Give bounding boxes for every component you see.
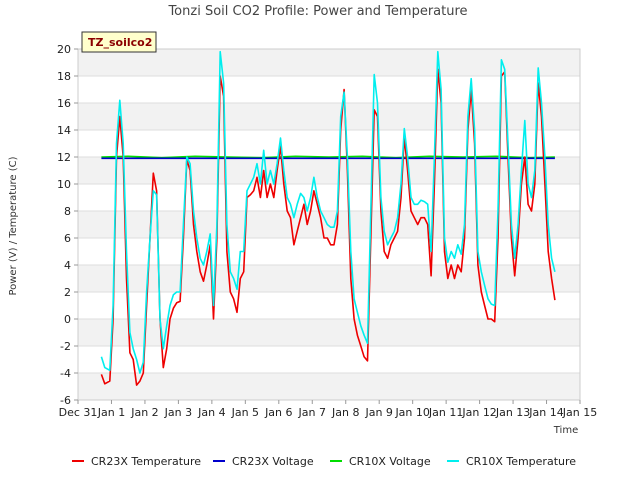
legend-label: CR23X Temperature — [91, 455, 201, 468]
plot-band — [78, 265, 580, 292]
x-tick-label: Jan 15 — [562, 406, 597, 419]
station-tag-label: TZ_soilco2 — [88, 36, 152, 49]
x-tick-label: Jan 12 — [461, 406, 496, 419]
x-tick-label: Jan 7 — [298, 406, 326, 419]
x-tick-label: Jan 9 — [364, 406, 392, 419]
y-tick-label: 14 — [57, 124, 71, 137]
y-tick-label: 2 — [64, 286, 71, 299]
series-line-cr10x-temperature — [100, 50, 556, 374]
station-tag: TZ_soilco2 — [81, 31, 157, 53]
legend-label: CR10X Voltage — [349, 455, 431, 468]
y-tick-label: 0 — [64, 313, 71, 326]
x-tick-label: Jan 11 — [428, 406, 463, 419]
x-tick-label: Jan 8 — [331, 406, 359, 419]
legend-label: CR23X Voltage — [232, 455, 314, 468]
station-tag-box — [81, 31, 157, 53]
x-tick-label: Jan 2 — [130, 406, 158, 419]
y-tick-label: 20 — [57, 43, 71, 56]
legend: CR23X Temperature CR23X Voltage CR10X Volt… — [72, 455, 576, 468]
y-tick-label: -6 — [60, 394, 71, 407]
y-tick-label: 12 — [57, 151, 71, 164]
series-line-cr23x-temperature — [100, 68, 556, 386]
x-tick-label: Jan 13 — [495, 406, 530, 419]
plot-area — [77, 48, 581, 401]
series-layer — [100, 50, 556, 386]
plot-band — [78, 319, 580, 346]
plot-band — [78, 292, 580, 319]
x-axis-label: Time — [553, 425, 578, 436]
y-tick-label: 4 — [64, 259, 71, 272]
plot-band — [78, 130, 580, 157]
x-tick-label: Jan 10 — [394, 406, 429, 419]
y-tick-label: 8 — [64, 205, 71, 218]
y-axis: -6 -4 -2 0 2 4 6 8 10 12 14 16 18 20 — [57, 43, 78, 407]
x-axis: Dec 31 Jan 1 Jan 2 Jan 3 Jan 4 Jan 5 Jan 6 Jan … — [59, 400, 597, 419]
series-line-cr10x-voltage — [101, 155, 555, 159]
y-axis-label: Power (V) / Temperature (C) — [8, 156, 19, 295]
y-tick-label: 10 — [57, 178, 71, 191]
x-tick-label: Jan 3 — [164, 406, 192, 419]
plot-band — [78, 346, 580, 373]
plot-band — [78, 157, 580, 184]
chart-title: Tonzi Soil CO2 Profile: Power and Temper… — [167, 4, 467, 19]
x-tick-label: Jan 14 — [528, 406, 563, 419]
x-tick-label: Jan 6 — [264, 406, 292, 419]
x-tick-label: Jan 1 — [97, 406, 125, 419]
x-tick-label: Jan 4 — [197, 406, 225, 419]
x-tick-label: Dec 31 — [59, 406, 98, 419]
y-tick-label: 16 — [57, 97, 71, 110]
plot-band — [78, 49, 580, 76]
plot-band — [78, 103, 580, 130]
x-tick-label: Jan 5 — [231, 406, 259, 419]
y-tick-label: -2 — [60, 340, 71, 353]
legend-label: CR10X Temperature — [466, 455, 576, 468]
plot-band — [78, 211, 580, 238]
y-tick-label: 18 — [57, 70, 71, 83]
plot-band — [78, 184, 580, 211]
plot-band — [78, 373, 580, 400]
plot-band — [78, 76, 580, 103]
plot-background — [78, 49, 580, 400]
y-tick-label: 6 — [64, 232, 71, 245]
y-tick-label: -4 — [60, 367, 71, 380]
